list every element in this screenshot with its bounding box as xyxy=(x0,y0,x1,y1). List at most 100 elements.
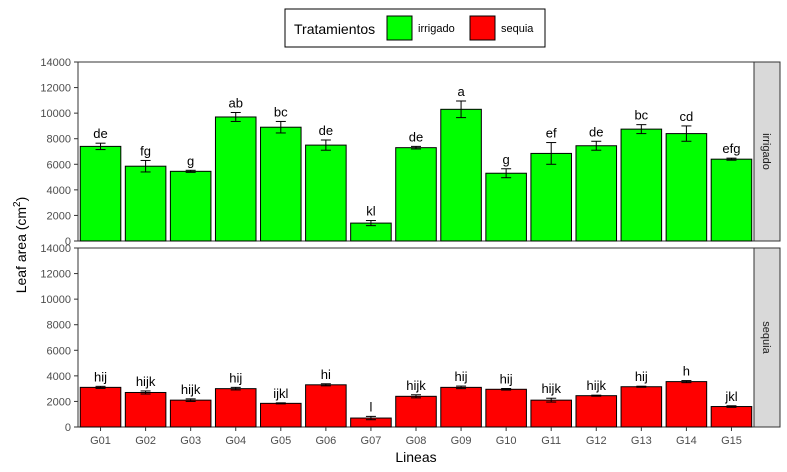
significance-label: de xyxy=(93,126,107,141)
bar xyxy=(169,170,212,242)
bar xyxy=(395,147,437,242)
significance-label: hi xyxy=(321,367,331,382)
y-tick-label: 14000 xyxy=(40,57,71,69)
x-axis-title: Lineas xyxy=(395,449,436,465)
significance-label: kl xyxy=(366,204,376,219)
x-tick-label: G08 xyxy=(406,435,427,447)
x-tick-label: G11 xyxy=(541,435,561,447)
significance-label: g xyxy=(187,153,194,168)
facet-strip xyxy=(753,247,781,428)
legend-box xyxy=(284,8,546,48)
bar xyxy=(440,386,482,428)
bar xyxy=(575,145,618,242)
y-tick-label: 6000 xyxy=(47,159,71,171)
x-tick-label: G04 xyxy=(225,435,246,447)
bar xyxy=(485,172,527,242)
bar xyxy=(305,384,347,428)
x-tick-label: G10 xyxy=(496,435,517,447)
significance-label: hijk xyxy=(541,381,561,396)
facet-strip-label: sequia xyxy=(760,321,772,354)
significance-label: de xyxy=(589,124,603,139)
panel-sequia: sequia02000400060008000100001200014000hi… xyxy=(40,243,781,434)
x-tick-label: G03 xyxy=(180,435,201,447)
x-tick-label: G05 xyxy=(270,435,291,447)
bar xyxy=(305,144,347,242)
bar xyxy=(214,116,257,242)
x-tick-label: G13 xyxy=(631,435,652,447)
significance-label: jkl xyxy=(724,389,737,404)
bar xyxy=(79,145,122,242)
y-tick-label: 0 xyxy=(65,422,71,434)
legend-label-irrigado: irrigado xyxy=(418,23,455,35)
bar xyxy=(124,391,167,428)
significance-label: hijk xyxy=(587,378,607,393)
bar xyxy=(260,402,302,428)
bar xyxy=(440,108,482,242)
x-tick-label: G12 xyxy=(586,435,607,447)
bar xyxy=(214,388,257,428)
significance-label: bc xyxy=(274,104,288,119)
bar xyxy=(665,133,708,242)
significance-label: bc xyxy=(634,108,648,123)
y-tick-label: 14000 xyxy=(40,243,71,255)
significance-label: hij xyxy=(635,369,648,384)
bar xyxy=(620,386,663,428)
significance-label: g xyxy=(503,152,510,167)
y-tick-label: 12000 xyxy=(40,269,71,281)
significance-label: hijk xyxy=(181,382,201,397)
y-tick-label: 6000 xyxy=(47,345,71,357)
legend-swatch-irrigado xyxy=(386,15,413,41)
significance-label: fg xyxy=(140,143,151,158)
significance-label: hij xyxy=(500,372,513,387)
legend-label-sequia: sequia xyxy=(501,23,534,35)
bar xyxy=(124,165,167,242)
legend: Tratamientos irrigado sequia xyxy=(284,8,546,48)
bar xyxy=(710,406,753,428)
y-tick-label: 4000 xyxy=(47,371,71,383)
significance-label: hijk xyxy=(136,374,156,389)
bar xyxy=(575,395,618,428)
x-tick-label: G07 xyxy=(361,435,382,447)
y-axis-title: Leaf area (cm2) xyxy=(12,197,29,294)
legend-swatch-sequia xyxy=(469,15,496,41)
bar xyxy=(79,386,122,428)
bar xyxy=(665,381,708,428)
y-tick-label: 12000 xyxy=(40,83,71,95)
y-tick-label: 8000 xyxy=(47,134,71,146)
panel-irrigado: irrigado 0 2000 4000 6000 8000 10000 12000 14000… xyxy=(40,57,781,248)
significance-label: de xyxy=(409,129,423,144)
significance-label: ab xyxy=(228,96,242,111)
y-tick-label: 8000 xyxy=(47,320,71,332)
significance-label: ijkl xyxy=(273,386,288,401)
facet-strip xyxy=(753,61,781,242)
facet-strip-label: irrigado xyxy=(760,133,772,170)
y-tick-label: 2000 xyxy=(47,396,71,408)
bar xyxy=(485,388,527,428)
y-tick-label: 2000 xyxy=(47,210,71,222)
significance-label: efg xyxy=(722,141,740,156)
y-tick-label: 4000 xyxy=(47,185,71,197)
significance-label: hijk xyxy=(406,378,426,393)
bar xyxy=(395,395,437,428)
x-tick-label: G14 xyxy=(676,435,697,447)
x-tick-label: G01 xyxy=(90,435,111,447)
x-tick-label: G02 xyxy=(135,435,156,447)
significance-label: l xyxy=(369,399,372,414)
y-tick-label: 10000 xyxy=(40,108,71,120)
significance-label: hij xyxy=(455,369,468,384)
significance-label: h xyxy=(683,364,690,379)
bar xyxy=(260,126,302,242)
bar xyxy=(710,158,753,242)
x-tick-label: G09 xyxy=(451,435,472,447)
bar xyxy=(169,399,212,428)
significance-label: hij xyxy=(229,370,242,385)
significance-label: de xyxy=(319,123,333,138)
significance-label: a xyxy=(457,84,465,99)
y-tick-label: 0 xyxy=(65,236,71,248)
y-tick-label: 10000 xyxy=(40,294,71,306)
x-tick-label: G06 xyxy=(315,435,336,447)
legend-title: Tratamientos xyxy=(294,21,375,37)
significance-label: cd xyxy=(680,109,694,124)
bar xyxy=(530,152,572,242)
